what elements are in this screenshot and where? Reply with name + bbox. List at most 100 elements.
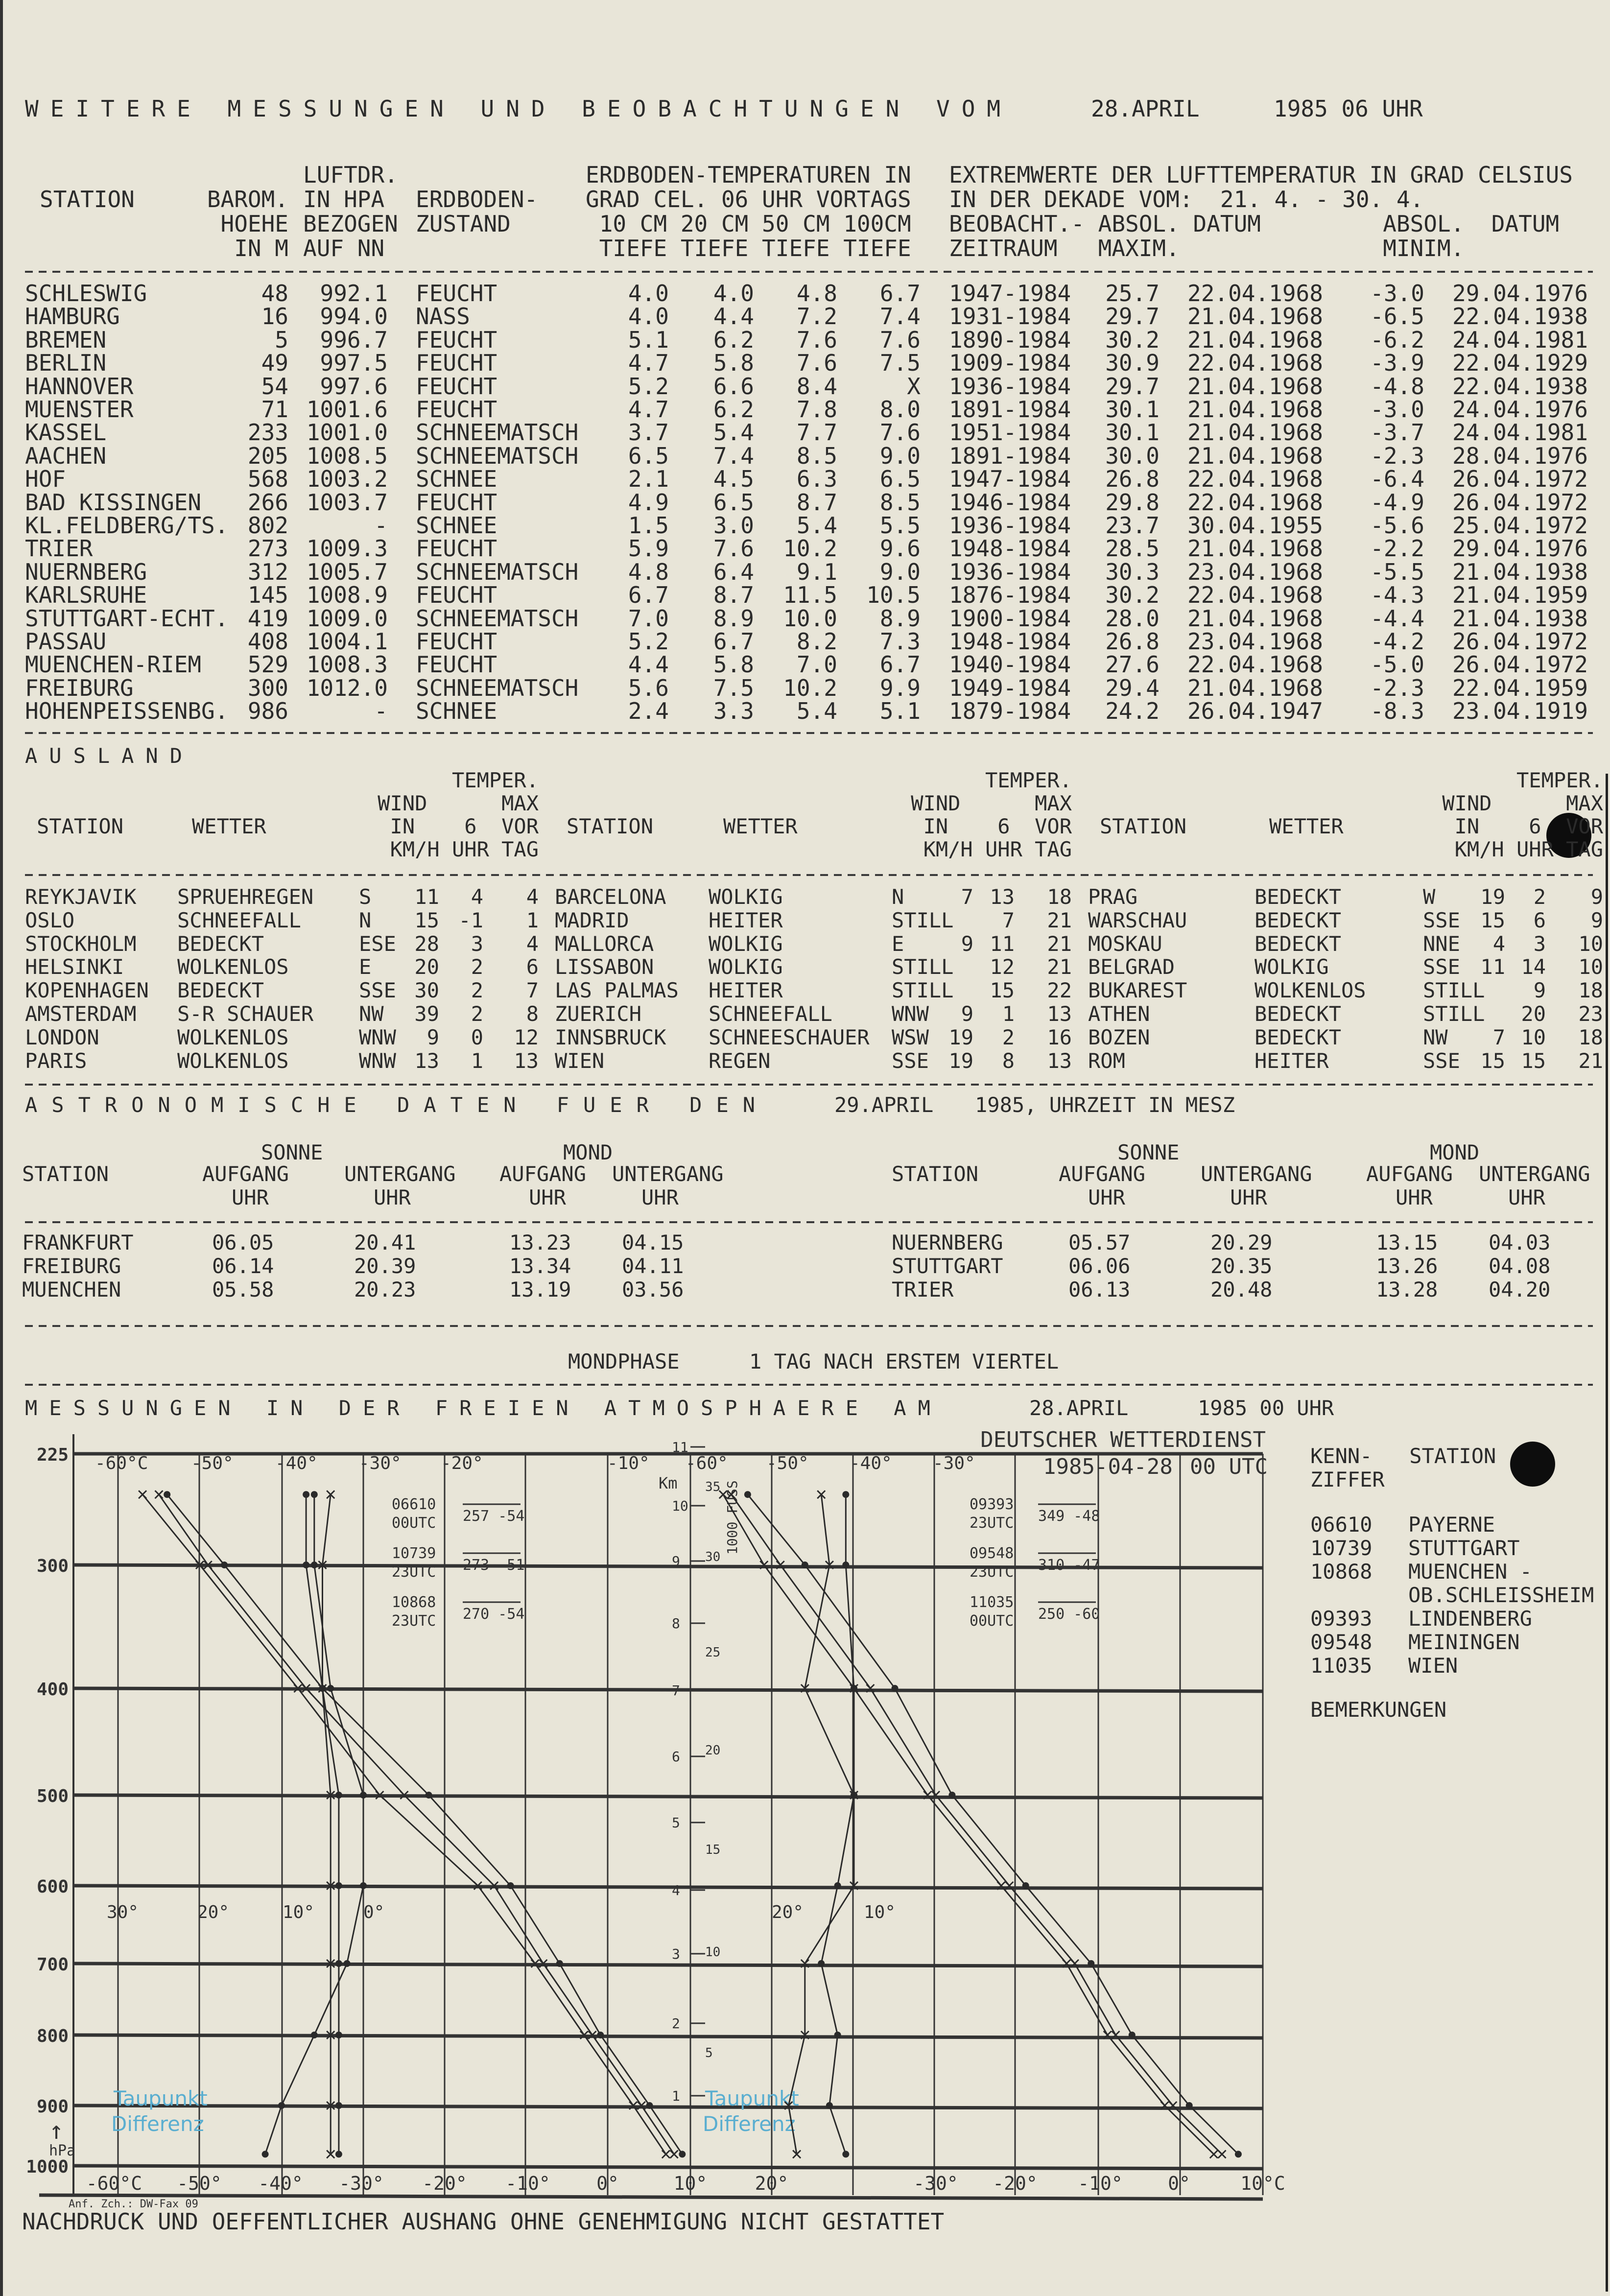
column-header-rise: AUFGANG (1366, 1162, 1453, 1186)
cell-station: ATHEN (1088, 1002, 1150, 1026)
cell-t20: 8.7 (713, 582, 754, 609)
sounding-marker-cross-icon (318, 1560, 327, 1570)
cell-station: FRANKFURT (22, 1231, 134, 1255)
cell-max: 23.7 (1105, 512, 1160, 539)
bottom-axis-label: -60°C (86, 2173, 142, 2194)
cell-height: 54 (261, 373, 288, 400)
km-tick-label: 3 (672, 1946, 680, 1962)
column-header-rise: AUFGANG (202, 1162, 289, 1186)
cell-t50: 7.8 (796, 396, 837, 423)
cell-period: 1946-1984 (949, 489, 1071, 516)
cell-wind-speed: 28 (414, 931, 439, 956)
cell-period: 1940-1984 (949, 651, 1071, 678)
cell-temp-max: 21 (1047, 955, 1072, 979)
cell-moonrise: 13.19 (509, 1278, 571, 1302)
cell-pressure: 1008.5 (306, 442, 388, 469)
document-title: WEITERE MESSUNGEN UND BEOBACHTUNGEN VOM (25, 95, 1013, 122)
cell-max: 29.7 (1105, 303, 1160, 330)
cell-state: FEUCHT (416, 373, 497, 400)
cell-moonset: 04.03 (1489, 1231, 1551, 1255)
sounding-marker-dot-icon (327, 1685, 334, 1692)
pressure-label: 900 (37, 2097, 69, 2117)
cell-pressure: 1003.2 (306, 466, 388, 493)
cell-height: 5 (275, 326, 288, 353)
cell-station: WIEN (555, 1048, 605, 1073)
cell-station: HOF (25, 466, 66, 493)
cell-sunset: 20.29 (1210, 1231, 1273, 1255)
cell-wind-speed: 9 (426, 1025, 439, 1049)
cell-min-date: 22.04.1938 (1452, 303, 1588, 330)
top-axis-label: -20° (441, 1453, 483, 1473)
cell-max: 26.8 (1105, 466, 1160, 493)
legend-station-time: 23UTC (392, 1563, 436, 1581)
cell-weather: BEDECKT (1255, 885, 1342, 909)
cell-min-date: 29.04.1976 (1452, 535, 1588, 562)
column-header-wind-temp: TEMPER. (1454, 768, 1603, 792)
cell-temp-max: 13 (1047, 1048, 1072, 1073)
cell-station: TRIER (892, 1278, 954, 1302)
cell-state: SCHNEE (416, 698, 497, 725)
cell-t100: 8.5 (879, 489, 921, 516)
cell-t10: 4.0 (628, 280, 669, 307)
cell-t50: 7.6 (796, 326, 837, 353)
sounding-marker-dot-icon (891, 1685, 899, 1692)
cell-moonset: 04.20 (1489, 1278, 1551, 1302)
sounding-marker-cross-icon (1209, 2150, 1218, 2159)
cell-moonrise: 13.26 (1376, 1254, 1438, 1278)
document-date: 28.APRIL (1091, 95, 1200, 122)
cell-max: 30.9 (1105, 350, 1160, 377)
bottom-axis-label: 10°C (1240, 2173, 1285, 2194)
cell-max: 30.1 (1105, 419, 1160, 446)
cell-max: 29.7 (1105, 373, 1160, 400)
feet-tick-label: 15 (705, 1843, 720, 1857)
station-key-id: 06610 (1310, 1513, 1373, 1537)
cell-min-date: 29.04.1976 (1452, 280, 1588, 307)
top-axis-label: -10° (607, 1453, 650, 1473)
sounding-marker-dot-icon (360, 1792, 367, 1799)
cell-period: 1936-1984 (949, 558, 1071, 585)
km-tick-label: 8 (672, 1615, 680, 1632)
cell-t10: 4.8 (628, 558, 669, 585)
page-edge (0, 0, 3, 2296)
cell-max-date: 30.04.1955 (1187, 512, 1323, 539)
cell-max: 30.2 (1105, 326, 1160, 353)
pressure-label: 800 (37, 2026, 69, 2046)
remarks-label: BEMERKUNGEN (1310, 1698, 1447, 1722)
cell-state: SCHNEEMATSCH (416, 442, 579, 469)
cell-temp-6h: 2 (471, 955, 483, 979)
column-header-weather: WETTER (1269, 814, 1344, 838)
column-header-wind-temp: IN 6 VOR (1442, 814, 1603, 838)
punch-hole (1510, 1442, 1555, 1487)
cell-station: NUERNBERG (25, 558, 147, 585)
sounding-marker-cross-icon (727, 1490, 736, 1499)
column-header-barom-height: BAROM. (207, 186, 288, 213)
cell-t50: 8.7 (796, 489, 837, 516)
cell-t100: 7.6 (879, 419, 921, 446)
sounding-marker-dot-icon (278, 2102, 285, 2109)
km-tick-label: 5 (672, 1815, 680, 1831)
cell-state: FEUCHT (416, 350, 497, 377)
sounding-marker-cross-icon (1160, 2101, 1169, 2110)
cell-pressure: 994.0 (320, 303, 388, 330)
cell-min: -5.5 (1370, 558, 1424, 585)
cell-min: -4.9 (1370, 489, 1424, 516)
cell-wind-speed: 11 (1480, 955, 1505, 979)
cell-t50: 8.2 (796, 628, 837, 655)
column-header-station: STATION (37, 814, 124, 838)
cell-min-date: 26.04.1972 (1452, 466, 1588, 493)
sounding-marker-dot-icon (834, 2032, 841, 2038)
cell-station: BAD KISSINGEN (25, 489, 202, 516)
cell-wind-direction: N (892, 885, 904, 909)
station-key-id: 10739 (1310, 1536, 1373, 1560)
cell-pressure: 996.7 (320, 326, 388, 353)
cell-min-date: 24.04.1976 (1452, 396, 1588, 423)
cell-sunset: 20.39 (354, 1254, 416, 1278)
sounding-marker-cross-icon (825, 1560, 834, 1570)
legend-station-time: 23UTC (970, 1515, 1014, 1532)
station-key-header: KENN- STATION (1310, 1444, 1496, 1468)
sounding-marker-cross-icon (800, 2030, 809, 2040)
cell-state: SCHNEEMATSCH (416, 605, 579, 632)
cell-temp-6h: 10 (1521, 1025, 1546, 1049)
cell-weather: SCHNEEFALL (177, 908, 301, 932)
cell-temp-max: 6 (526, 955, 539, 979)
